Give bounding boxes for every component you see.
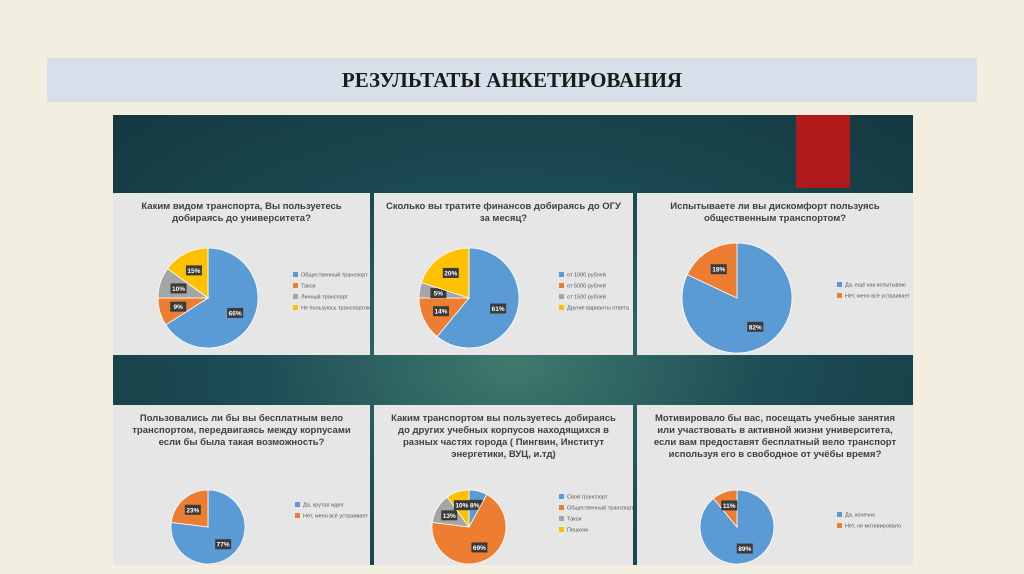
- label-box: [170, 283, 187, 294]
- label-box: [442, 267, 459, 278]
- legend-swatch: [837, 293, 842, 298]
- legend-label: Такси: [567, 517, 581, 523]
- data-label: 89%: [738, 546, 751, 553]
- label-box: [227, 307, 244, 318]
- label-box: [441, 510, 458, 521]
- data-label: 23%: [186, 507, 199, 514]
- data-label: 5%: [434, 291, 444, 298]
- label-box: [185, 265, 202, 276]
- legend-label: от 1000 рублей: [567, 272, 606, 279]
- legend-swatch: [293, 294, 298, 299]
- legend-swatch: [837, 282, 842, 287]
- legend-swatch: [295, 513, 300, 518]
- data-label: 69%: [473, 545, 486, 552]
- label-box: [747, 321, 764, 332]
- data-label: 82%: [749, 324, 762, 331]
- label-box: [430, 288, 447, 299]
- data-label: 14%: [434, 309, 447, 316]
- legend-swatch: [837, 523, 842, 528]
- legend-swatch: [559, 294, 564, 299]
- chart-title: Испытываете ли вы дискомфорт пользуясь о…: [670, 201, 880, 224]
- chart-title: Пользовались ли бы вы бесплатным вело тр…: [132, 413, 351, 448]
- legend-label: Да, ещё как испытываю: [845, 283, 906, 289]
- legend-swatch: [295, 502, 300, 507]
- label-box: [471, 542, 488, 553]
- pie-chart: 77% 23% Да, крутая идея Нет, меня всё устра…: [170, 489, 368, 565]
- legend-label: Общественный транспорт: [567, 505, 633, 512]
- data-label: 8%: [470, 502, 480, 509]
- pie-chart: 8% 69% 13% 10% Свой транспорт Общественный тр…: [431, 489, 633, 565]
- legend-swatch: [293, 272, 298, 277]
- label-box: [215, 539, 232, 550]
- pie-slice: [431, 494, 507, 565]
- data-label: 15%: [187, 268, 200, 275]
- legend-swatch: [559, 516, 564, 521]
- data-label: 61%: [492, 306, 505, 313]
- legend-swatch: [293, 283, 298, 288]
- legend-label: Да, конечно: [845, 513, 875, 519]
- legend-swatch: [559, 283, 564, 288]
- legend-label: Пешком: [567, 528, 588, 534]
- label-box: [490, 303, 507, 314]
- legend-swatch: [559, 272, 564, 277]
- legend-label: Нет, не мотивировало: [845, 524, 901, 530]
- chart-panel: Каким видом транспорта, Вы пользуетесь д…: [113, 193, 370, 355]
- label-box: [170, 301, 187, 312]
- data-label: 20%: [444, 270, 457, 277]
- pie-chart: 82% 18% Да, ещё как испытываю Нет, меня всё…: [681, 242, 910, 354]
- label-box: [736, 543, 753, 554]
- pie-slice: [436, 247, 520, 349]
- pie-chart: 66% 9% 10% 15% Общественный транспорт Такси Ли…: [157, 247, 370, 349]
- legend-label: Свой транспорт: [567, 494, 608, 501]
- chart-panel: Каким транспортом вы пользуетесь добирая…: [374, 405, 633, 565]
- pie-chart: 89% 11% Да, конечно Нет, не мотивировало: [699, 489, 901, 565]
- label-box: [453, 500, 470, 511]
- chart-panel: Сколько вы тратите финансов добираясь до…: [374, 193, 633, 355]
- label-box: [710, 264, 727, 275]
- data-label: 9%: [174, 304, 184, 311]
- legend-label: Да, крутая идея: [303, 503, 343, 509]
- label-box: [721, 500, 738, 511]
- legend-label: от 1500 рублей: [567, 294, 606, 301]
- label-box: [432, 306, 449, 317]
- legend-label: Нет, меня всё устраивает: [303, 514, 368, 520]
- chart-panel: Мотивировало бы вас, посещать учебные за…: [637, 405, 913, 565]
- chart-title: Мотивировало бы вас, посещать учебные за…: [653, 413, 897, 460]
- chart-title: Сколько вы тратите финансов добираясь до…: [386, 201, 621, 224]
- label-box: [184, 504, 201, 515]
- chart-panel: Пользовались ли бы вы бесплатным вело тр…: [113, 405, 370, 565]
- chart-title: Каким видом транспорта, Вы пользуетесь д…: [141, 201, 342, 224]
- legend-swatch: [837, 512, 842, 517]
- legend-swatch: [293, 305, 298, 310]
- legend-label: от 5000 рублей: [567, 283, 606, 290]
- chart-title: Каким транспортом вы пользуетесь добирая…: [391, 413, 616, 460]
- data-label: 11%: [723, 503, 736, 510]
- legend-label: Такси: [301, 284, 315, 290]
- legend-label: Другие варианты ответа: [567, 306, 630, 312]
- decoration: [796, 115, 850, 188]
- chart-panel: Испытываете ли вы дискомфорт пользуясь о…: [637, 193, 913, 355]
- legend-label: Нет, меня всё устраивает: [845, 294, 910, 300]
- legend-swatch: [559, 505, 564, 510]
- pie-chart: 61% 14% 5% 20% от 1000 рублей от 5000 рублей о…: [418, 247, 630, 349]
- pie-slice: [165, 247, 259, 349]
- label-box: [466, 499, 483, 510]
- legend-swatch: [559, 305, 564, 310]
- data-label: 10%: [172, 286, 185, 293]
- slide-title: РЕЗУЛЬТАТЫ АНКЕТИРОВАНИЯ: [47, 58, 977, 102]
- data-label: 10%: [455, 503, 468, 510]
- legend-label: Личный транспорт: [301, 294, 349, 301]
- data-label: 18%: [712, 267, 725, 274]
- data-label: 13%: [443, 513, 456, 520]
- legend-label: Не пользуюсь транспортом: [301, 306, 370, 312]
- data-label: 66%: [229, 310, 242, 317]
- legend-swatch: [559, 527, 564, 532]
- legend-swatch: [559, 494, 564, 499]
- data-label: 77%: [217, 542, 230, 549]
- legend-label: Общественный транспорт: [301, 272, 368, 279]
